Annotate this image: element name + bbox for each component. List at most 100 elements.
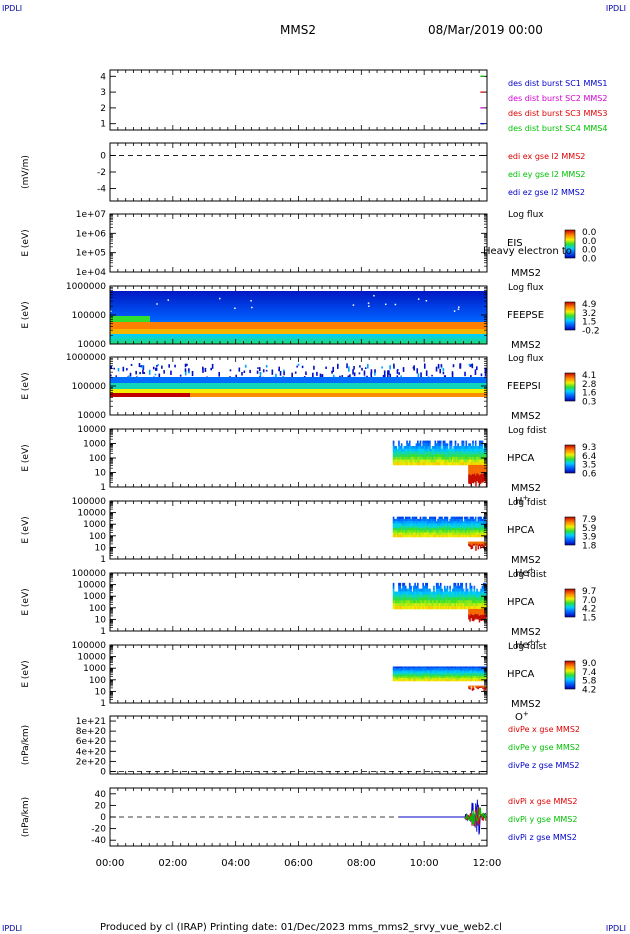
hpca-spectro-cell bbox=[460, 591, 462, 595]
hpca-spectro-cell bbox=[464, 600, 466, 604]
hpca-spectro-cell bbox=[408, 440, 411, 444]
hpca-spectro-cell bbox=[422, 666, 425, 669]
hpca-spectro-cell bbox=[423, 600, 426, 604]
legend-entry: des dist burst SC2 MMS2 bbox=[508, 94, 607, 103]
hpca-spectro-cell bbox=[468, 459, 470, 463]
hpca-spectro-cell bbox=[465, 448, 468, 452]
hpca-spectro-cell bbox=[472, 451, 474, 455]
hpca-spectro-cell bbox=[473, 666, 476, 669]
hpca-spectro-cell bbox=[468, 591, 470, 595]
hpca-spectro-cell bbox=[480, 521, 482, 524]
hpca-spectro-cell bbox=[465, 446, 468, 450]
hpca-spectro-cell bbox=[453, 671, 455, 674]
hpca-spectro-cell bbox=[449, 446, 451, 450]
hpca-spectro-cell bbox=[481, 671, 484, 674]
hpca-spectro-cell bbox=[402, 597, 404, 601]
hpca-spectro-cell bbox=[462, 527, 465, 531]
hpca-spectro-cell bbox=[478, 454, 481, 458]
hpca-spectro-cell bbox=[461, 594, 464, 598]
hpca-spectro-cell bbox=[403, 671, 406, 674]
hpca-spectro-cell bbox=[485, 677, 488, 680]
hpca-spectro-cell bbox=[414, 516, 416, 520]
hpca-spectro-cell bbox=[441, 462, 443, 466]
hpca-spectro-cell bbox=[438, 516, 441, 520]
hpca-spectro-cell bbox=[419, 516, 422, 520]
hpca-spectro-cell bbox=[454, 459, 457, 463]
hpca-spectro-cell bbox=[396, 606, 399, 610]
hpca-spectro-cell bbox=[441, 454, 443, 458]
hpca-spectro-cell bbox=[438, 448, 441, 452]
hpca-spectro-cell bbox=[474, 669, 477, 672]
hpca-spectro-cell bbox=[469, 448, 472, 452]
hpca-spectro-cell bbox=[465, 591, 468, 595]
colorbar-tick-label: 2.8 bbox=[582, 380, 597, 390]
hpca-spectro-cell bbox=[427, 525, 430, 529]
hpca-spectro-cell bbox=[476, 446, 478, 450]
hpca-spectro-cell bbox=[446, 585, 449, 589]
hpca-spectro-cell bbox=[466, 669, 469, 672]
hpca-spectro-cell bbox=[465, 459, 468, 463]
hpca-burst-cell bbox=[481, 614, 483, 621]
hpca-spectro-cell bbox=[404, 672, 407, 675]
hpca-spectro-cell bbox=[461, 456, 464, 460]
hpca-spectro-cell bbox=[439, 459, 442, 463]
hpca-spectro-cell bbox=[400, 534, 403, 538]
hpca-spectro-cell bbox=[416, 672, 419, 675]
hpca-spectro-cell bbox=[438, 518, 441, 522]
hpca-spectro-cell bbox=[480, 454, 482, 458]
hpca-burst-cell bbox=[475, 464, 477, 476]
hpca-spectro-cell bbox=[458, 597, 461, 601]
feepsi-band bbox=[110, 377, 487, 383]
hpca-spectro-cell bbox=[415, 462, 418, 466]
feepsi-speckle bbox=[163, 370, 165, 374]
hpca-spectro-cell bbox=[451, 603, 454, 607]
hpca-spectro-cell bbox=[429, 594, 431, 598]
hpca-spectro-cell bbox=[451, 666, 454, 669]
hpca-burst-cell bbox=[475, 546, 477, 551]
hpca-spectro-cell bbox=[484, 666, 486, 669]
hpca-spectro-cell bbox=[433, 523, 435, 526]
colorbar-tick-label: 5.9 bbox=[582, 524, 597, 534]
hpca-spectro-cell bbox=[465, 443, 468, 447]
hpca-spectro-cell bbox=[403, 674, 406, 677]
hpca-spectro-cell bbox=[434, 518, 437, 522]
hpca-spectro-cell bbox=[451, 676, 454, 679]
hpca-spectro-cell bbox=[402, 594, 404, 598]
feepsi-speckle bbox=[156, 364, 158, 367]
hpca-spectro-cell bbox=[446, 454, 449, 458]
hpca-spectro-cell bbox=[473, 534, 476, 538]
hpca-spectro-cell bbox=[392, 516, 395, 520]
hpca-spectro-cell bbox=[392, 666, 395, 669]
hpca-spectro-cell bbox=[404, 456, 407, 460]
hpca-spectro-cell bbox=[431, 676, 434, 679]
hpca-burst-cell bbox=[471, 545, 474, 549]
hpca-spectro-cell bbox=[453, 521, 455, 524]
hpca-spectro-cell bbox=[435, 525, 438, 529]
hpca-spectro-cell bbox=[408, 534, 411, 538]
hpca-spectro-cell bbox=[449, 527, 451, 531]
hpca-burst-cell bbox=[482, 464, 484, 474]
hpca-spectro-cell bbox=[466, 451, 469, 455]
hpca-spectro-cell bbox=[457, 594, 460, 598]
hpca-spectro-cell bbox=[439, 446, 442, 450]
hpca-spectro-cell bbox=[446, 676, 449, 679]
hpca-spectro-cell bbox=[447, 462, 450, 466]
hpca-spectro-cell bbox=[423, 440, 426, 444]
y-tick-label: 1000 bbox=[83, 592, 106, 602]
hpca-spectro-cell bbox=[460, 600, 462, 604]
hpca-spectro-cell bbox=[458, 534, 461, 538]
hpca-burst-cell bbox=[482, 685, 484, 688]
hpca-spectro-cell bbox=[399, 600, 402, 604]
y-axis-label: (nPa/km) bbox=[21, 797, 31, 837]
hpca-spectro-cell bbox=[431, 521, 434, 524]
hpca-burst-cell bbox=[478, 475, 481, 486]
hpca-spectro-cell bbox=[468, 603, 470, 607]
hpca-spectro-cell bbox=[453, 603, 455, 607]
hpca-spectro-cell bbox=[469, 594, 472, 598]
hpca-spectro-cell bbox=[439, 585, 442, 589]
hpca-spectro-cell bbox=[458, 588, 461, 592]
hpca-spectro-cell bbox=[427, 594, 430, 598]
hpca-spectro-cell bbox=[468, 669, 470, 672]
hpca-spectro-cell bbox=[460, 672, 462, 675]
hpca-spectro-cell bbox=[476, 454, 478, 458]
